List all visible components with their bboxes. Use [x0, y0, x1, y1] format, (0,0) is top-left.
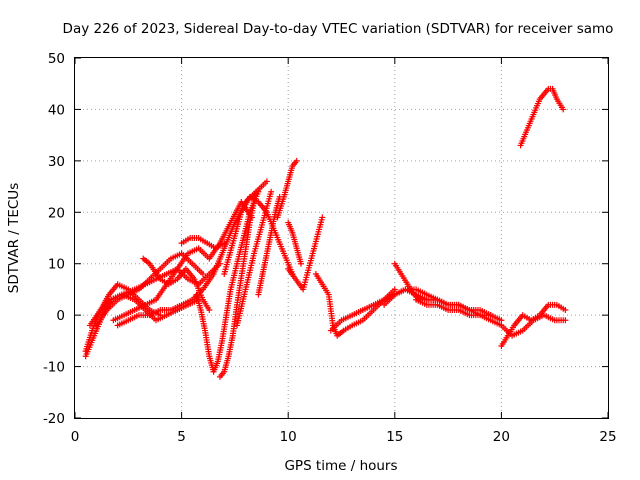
y-tick-label: 50 [48, 51, 65, 67]
data-points [82, 85, 569, 380]
x-tick-label: 15 [386, 429, 403, 445]
data-point [293, 157, 300, 164]
y-tick-label: 0 [56, 308, 65, 324]
series-arc-13 [255, 193, 283, 298]
x-tick-label: 10 [280, 429, 297, 445]
series-arc-15 [285, 219, 304, 267]
x-axis-label: GPS time / hours [284, 458, 397, 474]
data-point [391, 286, 398, 293]
series-arc-11 [221, 193, 296, 277]
series-arc-8 [178, 235, 228, 252]
data-point [206, 307, 213, 313]
data-point [487, 312, 494, 319]
y-tick-label: 40 [48, 102, 65, 118]
data-point [199, 271, 206, 277]
data-point [268, 188, 275, 195]
y-tick-label: 30 [48, 154, 65, 170]
chart-title: Day 226 of 2023, Sidereal Day-to-day VTE… [63, 21, 614, 37]
data-point [297, 260, 304, 267]
data-point [263, 178, 270, 185]
series-arc-22 [498, 301, 569, 349]
data-point [253, 188, 260, 195]
axes: 0 5 10 15 20 25 -20 -10 0 10 20 30 40 50 [43, 51, 617, 445]
y-tick-label: 10 [48, 257, 65, 273]
y-tick-label: -10 [43, 360, 65, 376]
y-tick-label: -20 [43, 411, 65, 427]
series-arc-12 [234, 188, 275, 329]
series-arc-14 [274, 157, 300, 221]
x-tick-label: 5 [177, 429, 186, 445]
y-tick-label: 20 [48, 205, 65, 221]
series-arc-9 [193, 188, 262, 375]
series-arc-16 [285, 214, 326, 293]
plot-frame [74, 57, 609, 419]
data-point [562, 307, 569, 313]
x-tick-label: 0 [71, 429, 80, 445]
series-arc-23 [517, 85, 567, 149]
x-tick-label: 20 [493, 429, 510, 445]
grid-lines [75, 58, 608, 418]
data-point [221, 240, 228, 247]
x-tick-label: 25 [599, 429, 616, 445]
series-arc-21 [413, 296, 569, 339]
data-point [562, 317, 569, 324]
series-arc-6 [114, 178, 270, 329]
data-point [319, 214, 326, 221]
y-axis-label: SDTVAR / TECUs [6, 183, 22, 293]
series-arc-10 [216, 188, 260, 380]
data-point [560, 106, 567, 113]
data-point [498, 317, 505, 324]
